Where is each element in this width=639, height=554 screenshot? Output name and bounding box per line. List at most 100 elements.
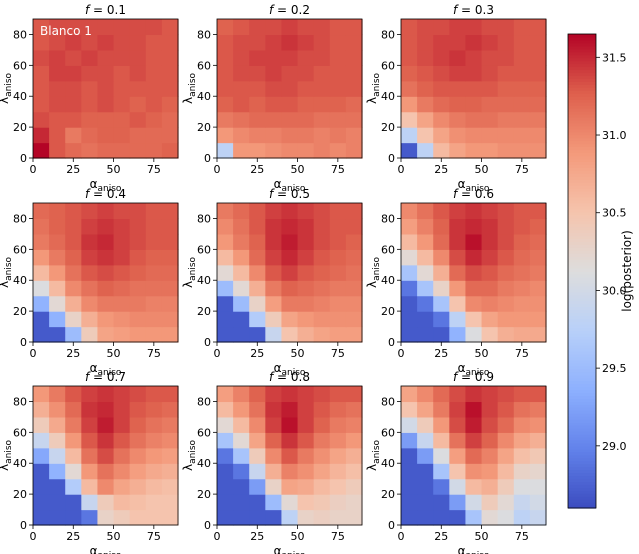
colorbar-segment [568, 315, 596, 319]
heatmap-cell [129, 494, 147, 511]
heatmap-cell [513, 34, 531, 51]
heatmap-cell [145, 80, 163, 97]
heatmap-cell [129, 142, 147, 159]
heatmap-cell [129, 295, 147, 312]
colorbar-segment [568, 220, 596, 225]
heatmap-cell [113, 432, 131, 449]
heatmap-cells [33, 386, 179, 526]
heatmap-cell [33, 509, 50, 526]
heatmap-cell [513, 127, 531, 144]
heatmap-cell [417, 249, 434, 266]
panel-7: f = 0.7 0 25 50 75 0 20 40 60 80 αaniso λaniso [0, 370, 179, 554]
heatmap-cell [433, 463, 450, 480]
heatmap-cell [81, 386, 99, 403]
heatmap-cell [297, 203, 315, 220]
heatmap-cell [65, 326, 82, 343]
heatmap-cell [81, 494, 99, 511]
heatmap-cell [81, 218, 99, 235]
heatmap-cell [265, 49, 283, 66]
heatmap-cell [401, 295, 418, 312]
heatmap-cell [65, 96, 82, 113]
heatmap-cell [481, 127, 499, 144]
heatmap-cell [345, 264, 363, 281]
colorbar-segment [568, 188, 596, 192]
heatmap-cell [529, 19, 547, 36]
heatmap-cell [513, 218, 531, 235]
heatmap-cell [161, 249, 179, 266]
heatmap-cell [145, 96, 163, 113]
heatmap-cell [313, 218, 331, 235]
colorbar-segment [568, 312, 596, 317]
heatmap-cell [481, 96, 499, 113]
heatmap-cell [65, 509, 82, 526]
heatmap-cell [233, 249, 250, 266]
heatmap-cell [233, 264, 250, 281]
heatmap-cell [233, 34, 250, 51]
heatmap-cell [65, 142, 82, 159]
heatmap-cell [233, 65, 250, 82]
heatmap-cell [129, 49, 147, 66]
heatmap-cell [249, 127, 266, 144]
heatmap-cell [297, 509, 315, 526]
heatmap-cell [161, 65, 179, 82]
heatmap-cell [65, 311, 82, 328]
colorbar-segment [568, 69, 596, 74]
colorbar-segment [568, 425, 596, 429]
colorbar-segment [568, 116, 596, 121]
panel-9: f = 0.9 0 25 50 75 0 20 40 60 80 αaniso λaniso [365, 370, 547, 554]
colorbar-segment [568, 380, 596, 385]
heatmap-cell [281, 432, 299, 449]
heatmap-cell [481, 233, 499, 250]
heatmap-cell [513, 249, 531, 266]
y-tick-label: 40 [13, 274, 27, 287]
heatmap-cell [313, 111, 331, 128]
heatmap-cell [161, 478, 179, 495]
colorbar-segment [568, 377, 596, 382]
heatmap-cell [81, 142, 99, 159]
heatmap-cell [113, 218, 131, 235]
heatmap-cell [33, 280, 50, 297]
heatmap-cell [465, 280, 483, 297]
colorbar-segment [568, 247, 596, 251]
colorbar-segment [568, 475, 596, 479]
colorbar-segment [568, 309, 596, 314]
heatmap-cell [433, 401, 450, 418]
heatmap-cell [481, 142, 499, 159]
heatmap-cell [265, 19, 283, 36]
heatmap-cell [433, 96, 450, 113]
colorbar-segment [568, 330, 596, 334]
heatmap-cell [161, 203, 179, 220]
heatmap-cell [449, 494, 467, 511]
panel-title: f = 0.8 [269, 370, 310, 384]
heatmap-cell [465, 142, 483, 159]
heatmap-cell [33, 326, 50, 343]
heatmap-cell [265, 326, 283, 343]
y-tick-label: 40 [381, 274, 395, 287]
heatmap-cell [297, 311, 315, 328]
colorbar-segment [568, 60, 596, 65]
heatmap-cell [297, 142, 315, 159]
heatmap-cell [217, 295, 234, 312]
heatmap-cell [313, 264, 331, 281]
heatmap-cell [297, 80, 315, 97]
colorbar-segment [568, 161, 596, 165]
heatmap-cell [49, 34, 66, 51]
heatmap-cell [217, 65, 234, 82]
heatmap-cell [481, 447, 499, 464]
heatmap-cell [417, 432, 434, 449]
heatmap-cell [49, 111, 66, 128]
heatmap-cell [401, 280, 418, 297]
colorbar-segment [568, 211, 596, 216]
colorbar-segment [568, 291, 596, 296]
heatmap-cell [233, 416, 250, 433]
heatmap-cell [313, 203, 331, 220]
heatmap-cell [465, 264, 483, 281]
heatmap-cell [145, 386, 163, 403]
colorbar-segment [568, 469, 596, 474]
heatmap-cell [49, 127, 66, 144]
heatmap-cell [281, 494, 299, 511]
heatmap-cell [129, 386, 147, 403]
heatmap-cell [417, 386, 434, 403]
x-tick-label: 75 [331, 163, 345, 176]
heatmap-cell [217, 447, 234, 464]
